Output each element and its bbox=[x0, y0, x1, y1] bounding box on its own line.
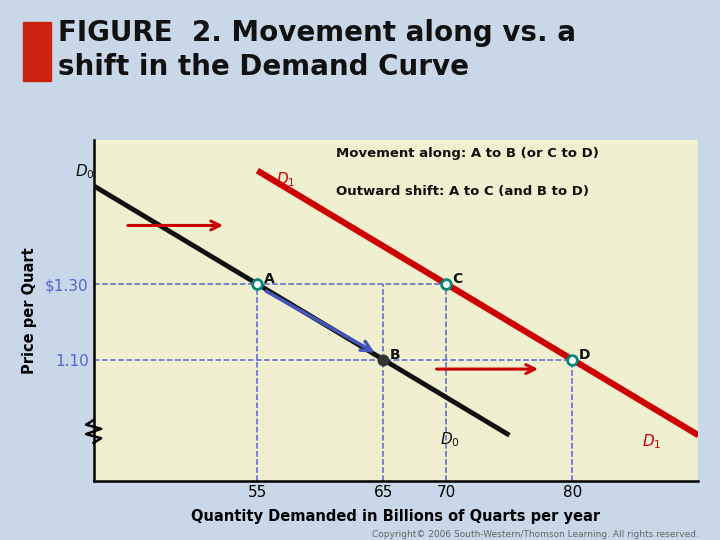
Y-axis label: Price per Quart: Price per Quart bbox=[22, 247, 37, 374]
Text: A: A bbox=[264, 272, 274, 286]
Text: $D_0$: $D_0$ bbox=[75, 163, 94, 181]
Bar bbox=[23, 22, 50, 81]
Text: D: D bbox=[579, 348, 590, 361]
Text: $D_1$: $D_1$ bbox=[276, 170, 296, 188]
Text: $D_0$: $D_0$ bbox=[440, 431, 460, 449]
Text: Outward shift: A to C (and B to D): Outward shift: A to C (and B to D) bbox=[336, 185, 588, 198]
Text: FIGURE  2. Movement along vs. a
shift in the Demand Curve: FIGURE 2. Movement along vs. a shift in … bbox=[58, 19, 576, 81]
X-axis label: Quantity Demanded in Billions of Quarts per year: Quantity Demanded in Billions of Quarts … bbox=[192, 509, 600, 524]
Text: B: B bbox=[390, 348, 400, 361]
Text: $D_1$: $D_1$ bbox=[642, 433, 661, 451]
Text: Movement along: A to B (or C to D): Movement along: A to B (or C to D) bbox=[336, 147, 598, 160]
Text: Copyright© 2006 South-Western/Thomson Learning. All rights reserved.: Copyright© 2006 South-Western/Thomson Le… bbox=[372, 530, 698, 539]
Text: C: C bbox=[453, 272, 463, 286]
